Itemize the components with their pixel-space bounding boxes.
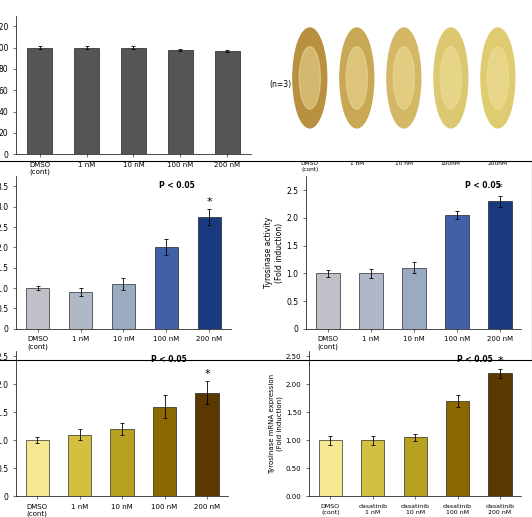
Bar	[445, 215, 469, 329]
Bar	[446, 401, 469, 496]
Bar	[121, 48, 146, 154]
Text: 100nM: 100nM	[441, 161, 461, 166]
Bar	[402, 268, 426, 329]
Bar	[155, 247, 178, 329]
Text: 1 nM: 1 nM	[350, 161, 364, 166]
Text: *: *	[497, 184, 503, 193]
Bar	[195, 392, 219, 496]
Text: P < 0.05: P < 0.05	[465, 181, 501, 190]
Ellipse shape	[299, 47, 320, 109]
Bar	[153, 407, 176, 496]
Y-axis label: Tyrosinase activity
(Fold induction): Tyrosinase activity (Fold induction)	[264, 217, 284, 288]
Ellipse shape	[346, 47, 368, 109]
Text: 200nM: 200nM	[488, 161, 508, 166]
Text: DMSO
(cont): DMSO (cont)	[301, 161, 319, 172]
Text: 10 nM: 10 nM	[395, 161, 413, 166]
Text: P < 0.05: P < 0.05	[151, 355, 187, 364]
Bar	[488, 201, 512, 329]
Bar	[214, 51, 240, 154]
Text: Dasatinib: Dasatinib	[421, 362, 458, 371]
Bar	[69, 292, 93, 329]
Ellipse shape	[487, 47, 509, 109]
Ellipse shape	[481, 28, 515, 128]
Bar	[26, 440, 49, 496]
Bar	[68, 435, 92, 496]
Bar	[111, 429, 134, 496]
Bar	[27, 48, 53, 154]
Text: Dasatinib: Dasatinib	[131, 362, 168, 371]
Text: P < 0.05: P < 0.05	[457, 355, 493, 364]
Ellipse shape	[387, 28, 421, 128]
Text: Dasatinib: Dasatinib	[404, 186, 440, 195]
Bar	[316, 273, 340, 329]
Text: *: *	[497, 356, 503, 367]
Bar	[359, 273, 383, 329]
Ellipse shape	[393, 47, 414, 109]
Text: (n=3): (n=3)	[270, 80, 292, 89]
Bar	[319, 440, 342, 496]
Ellipse shape	[340, 28, 374, 128]
Bar	[197, 217, 221, 329]
Bar	[112, 284, 135, 329]
Text: *: *	[204, 369, 210, 378]
Text: Dasatinib: Dasatinib	[144, 190, 180, 200]
Bar	[361, 440, 385, 496]
Bar	[403, 437, 427, 496]
Bar	[488, 373, 512, 496]
Y-axis label: Tyrosinase mRNA expression
(Fold induction): Tyrosinase mRNA expression (Fold inducti…	[269, 373, 283, 474]
Text: *: *	[206, 196, 212, 207]
Bar	[73, 48, 99, 154]
Bar	[168, 50, 193, 154]
Ellipse shape	[293, 28, 327, 128]
Ellipse shape	[434, 28, 468, 128]
Text: P < 0.05: P < 0.05	[160, 181, 195, 190]
Bar	[26, 288, 49, 329]
Ellipse shape	[440, 47, 461, 109]
